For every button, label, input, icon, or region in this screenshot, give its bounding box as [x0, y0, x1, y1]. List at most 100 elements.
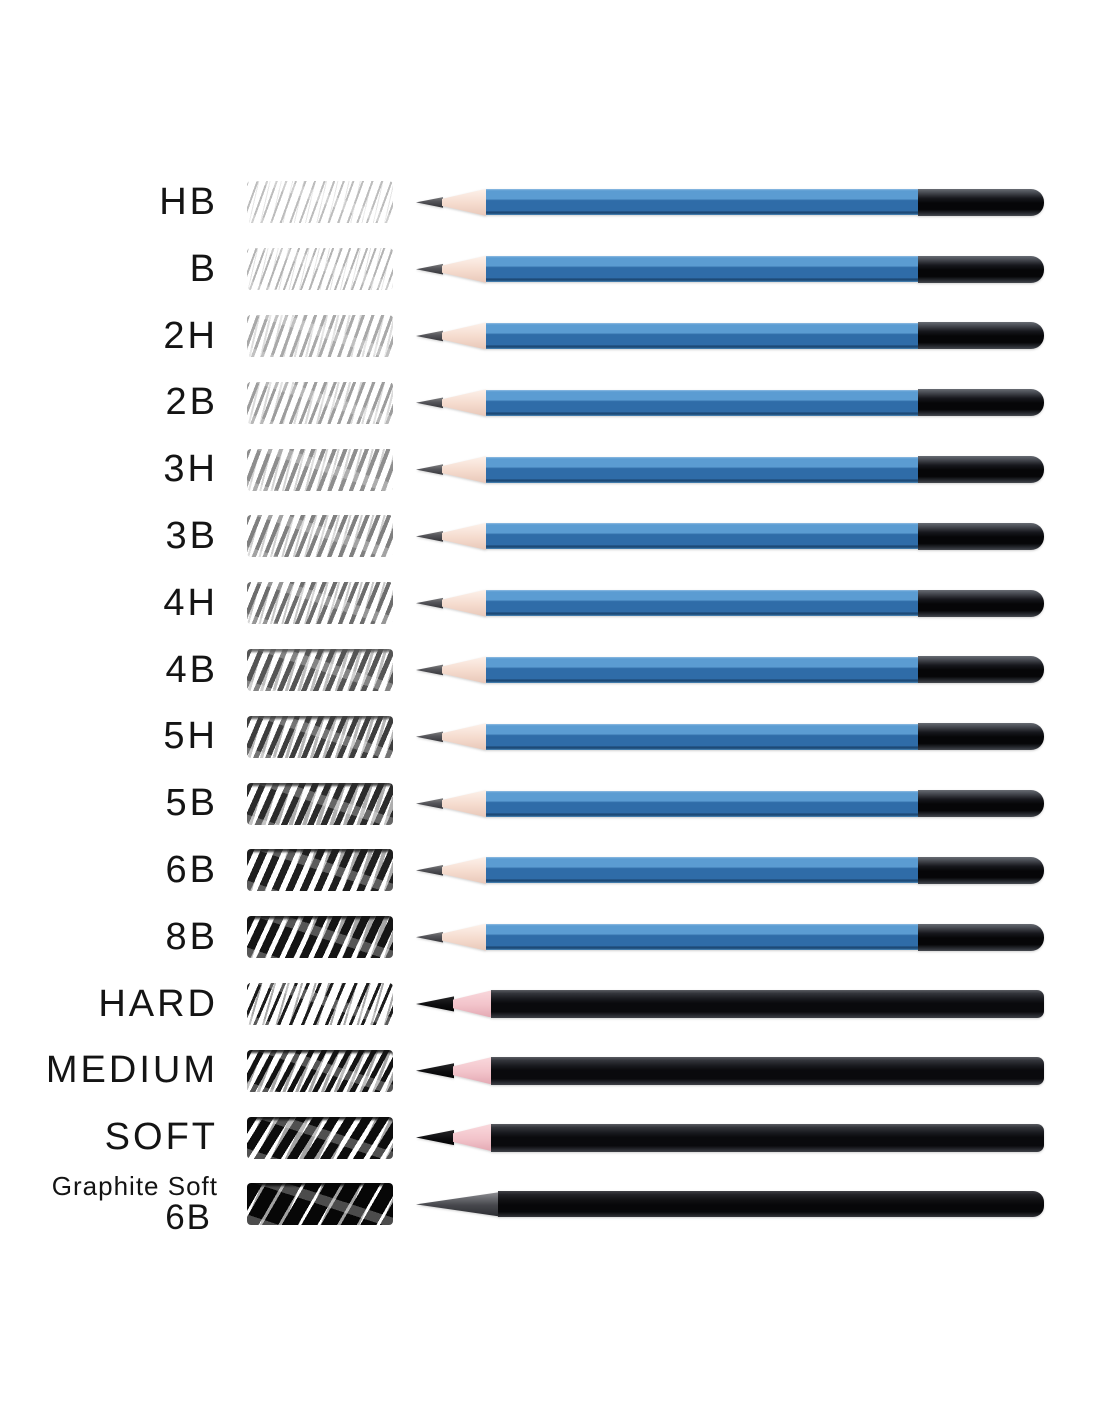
grade-row: 4B — [0, 637, 1100, 704]
shade-swatch — [247, 1183, 393, 1226]
pencil-wood-cone — [442, 522, 486, 550]
grade-label-block: SOFT — [0, 1118, 218, 1157]
pencil-lead-tip-icon — [416, 197, 443, 208]
grade-label: 4H — [163, 581, 218, 624]
grade-label: 6B — [165, 848, 218, 891]
pencil-lead-tip-icon — [416, 664, 443, 676]
grade-row: Graphite Soft 6B — [0, 1171, 1100, 1238]
pencil-lead-tip-icon — [416, 531, 443, 542]
pencil-lead-tip-icon — [416, 263, 443, 275]
pencil-end-cap — [918, 255, 1044, 283]
grade-label: Graphite Soft — [51, 1171, 218, 1202]
pencil-end-cap — [918, 790, 1044, 818]
grade-label: 3H — [163, 448, 218, 491]
pencil-body — [491, 989, 1044, 1018]
grade-label-block: 5B — [0, 784, 218, 823]
pencil-wood-cone — [442, 389, 486, 417]
grade-label: 4B — [165, 648, 218, 691]
pencil-image — [416, 1123, 1044, 1152]
grade-row: HARD — [0, 971, 1100, 1038]
grade-row: B — [0, 236, 1100, 303]
grade-row: 3H — [0, 436, 1100, 503]
pencil-end-cap — [918, 188, 1044, 216]
shade-swatch — [247, 1116, 393, 1159]
pencil-lead-tip-icon — [416, 931, 443, 943]
pencil-image — [416, 188, 1044, 216]
grade-label: 5B — [165, 782, 218, 825]
pencil-wood-cone — [453, 1124, 491, 1152]
pencil-body — [486, 256, 918, 283]
pencil-wood-cone — [442, 856, 486, 884]
pencil-wood-cone — [442, 255, 486, 283]
pencil-wood-cone — [442, 923, 486, 951]
pencil-image — [416, 989, 1044, 1018]
shade-swatch — [247, 314, 393, 357]
grade-row: MEDIUM — [0, 1037, 1100, 1104]
pencil-wood-cone — [442, 456, 486, 484]
pencil-end-cap — [918, 856, 1044, 884]
pencil-lead-tip-icon — [416, 330, 443, 342]
shade-swatch — [247, 715, 393, 758]
pencil-lead-tip-icon — [416, 464, 443, 475]
grade-label: B — [189, 247, 218, 290]
pencil-body — [486, 189, 918, 216]
grade-row: HB — [0, 169, 1100, 236]
pencil-image — [416, 589, 1044, 617]
pencil-wood-cone — [442, 723, 486, 751]
pencil-image — [416, 522, 1044, 550]
shade-swatch — [247, 515, 393, 558]
pencil-image — [416, 856, 1044, 884]
pencil-lead-tip-icon — [416, 1063, 454, 1079]
shade-swatch — [247, 782, 393, 825]
grade-row: 4H — [0, 570, 1100, 637]
pencil-end-cap — [918, 456, 1044, 484]
grade-label-block: 4H — [0, 584, 218, 623]
pencil-body — [486, 723, 918, 750]
grade-label-block: 5H — [0, 717, 218, 756]
shade-swatch — [247, 248, 393, 291]
grade-row: 5B — [0, 770, 1100, 837]
pencil-lead-tip-icon — [416, 1129, 454, 1146]
pencil-end-cap — [918, 589, 1044, 617]
pencil-end-cap — [918, 723, 1044, 751]
grade-label-block: 2B — [0, 383, 218, 422]
pencil-body — [491, 1123, 1044, 1152]
pencil-image — [416, 923, 1044, 951]
pencil-image — [416, 1191, 1044, 1218]
pencil-wood-cone — [453, 1057, 491, 1085]
pencil-image — [416, 790, 1044, 818]
grade-row: 6B — [0, 837, 1100, 904]
pencil-end-cap — [918, 322, 1044, 350]
grade-label: HARD — [98, 982, 218, 1025]
shade-swatch — [247, 181, 393, 224]
shade-swatch — [247, 648, 393, 691]
pencil-body — [486, 590, 918, 617]
pencil-wood-cone — [453, 990, 491, 1018]
grade-label: HB — [159, 181, 218, 224]
pencil-lead-tip-icon — [416, 1192, 498, 1217]
grade-row: 8B — [0, 904, 1100, 971]
grade-label-block: HB — [0, 183, 218, 222]
pencil-lead-tip-icon — [416, 597, 443, 609]
pencil-end-cap — [918, 389, 1044, 417]
shade-swatch — [247, 582, 393, 625]
pencil-lead-tip-icon — [416, 397, 443, 409]
pencil-lead-tip-icon — [416, 798, 443, 809]
pencil-body — [486, 656, 918, 683]
pencil-lead-tip-icon — [416, 865, 443, 876]
pencil-lead-tip-icon — [416, 731, 443, 743]
grade-label: 2B — [165, 381, 218, 424]
pencil-image — [416, 723, 1044, 751]
grade-label-block: HARD — [0, 982, 218, 1025]
grade-label-block: B — [0, 250, 218, 289]
grade-row: 5H — [0, 703, 1100, 770]
grade-label: SOFT — [104, 1116, 218, 1159]
pencil-body — [486, 857, 918, 884]
pencil-body — [486, 924, 918, 951]
shade-swatch — [247, 849, 393, 892]
grade-row: 2B — [0, 369, 1100, 436]
pencil-image — [416, 656, 1044, 684]
pencil-body — [491, 1056, 1044, 1085]
pencil-image — [416, 456, 1044, 484]
